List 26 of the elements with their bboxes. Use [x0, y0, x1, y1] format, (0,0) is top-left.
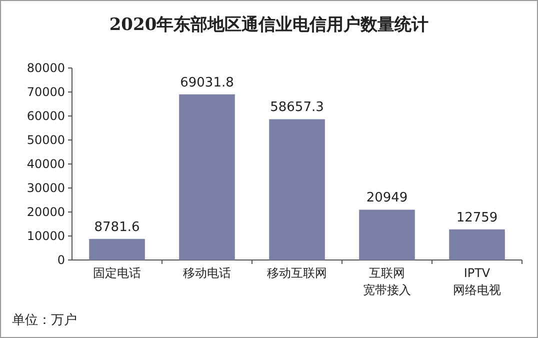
y-tick-label: 60000 — [26, 109, 65, 123]
bar — [179, 94, 235, 260]
y-tick-label: 50000 — [26, 133, 65, 147]
x-tick-label: IPTV网络电视 — [453, 266, 501, 297]
x-tick-label: 移动互联网 — [267, 266, 327, 280]
y-tick-label: 0 — [57, 253, 65, 267]
y-tick-label: 10000 — [26, 229, 65, 243]
x-tick-label: 固定电话 — [93, 266, 141, 280]
y-tick-label: 80000 — [26, 61, 65, 75]
x-tick-label: 移动电话 — [183, 266, 231, 280]
data-label: 69031.8 — [180, 75, 234, 90]
y-tick-label: 30000 — [26, 181, 65, 195]
y-tick-label: 40000 — [26, 157, 65, 171]
bar — [449, 229, 505, 260]
x-tick-label: 互联网宽带接入 — [363, 266, 411, 297]
chart-title: 2020年东部地区通信业电信用户数量统计 — [109, 15, 429, 35]
data-label: 58657.3 — [270, 100, 324, 116]
bar — [89, 238, 145, 260]
bar — [269, 119, 325, 260]
y-tick-label: 70000 — [26, 85, 65, 99]
data-label: 20949 — [366, 190, 408, 206]
data-label: 8781.6 — [94, 220, 140, 235]
text: 单位：万户 — [12, 313, 77, 328]
y-tick-label: 20000 — [26, 205, 65, 219]
bar — [359, 210, 415, 260]
data-label: 12759 — [456, 210, 498, 226]
